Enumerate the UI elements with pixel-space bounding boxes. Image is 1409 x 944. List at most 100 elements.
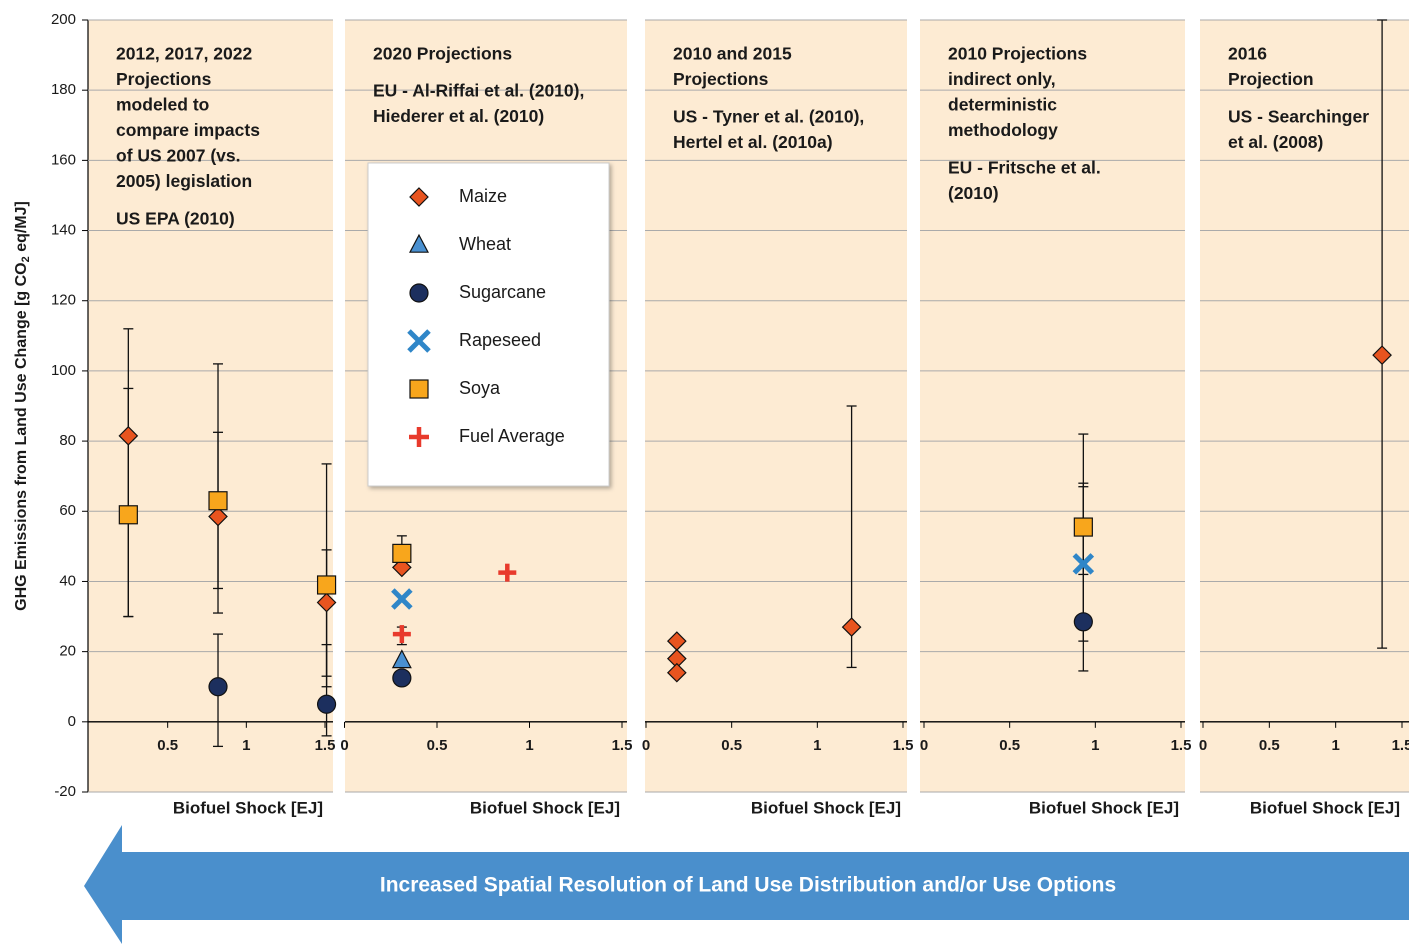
marker-circle [316, 694, 337, 714]
x-tick-label: 1.5 [893, 737, 914, 754]
y-tick-label: 100 [51, 362, 76, 379]
x-tick-label: 1 [525, 737, 533, 754]
marker-diamond [841, 617, 862, 637]
panel-source: (2010) [948, 183, 999, 203]
x-tick-label: 1.5 [1392, 737, 1409, 754]
x-tick-label: 0.5 [721, 737, 742, 754]
x-tick-label: 0.5 [427, 737, 448, 754]
panel-title: modeled to [116, 95, 209, 115]
marker-diamond [208, 506, 228, 527]
legend: Maize Wheat Sugarcane Rapeseed Soya Fuel Aver… [367, 162, 610, 487]
panel-source: et al. (2008) [1228, 132, 1323, 152]
x-tick-label: 1.5 [315, 737, 336, 754]
panel-source: US - Searchinger [1228, 107, 1369, 127]
y-label-sub: 2 [20, 256, 32, 262]
error-bar [1078, 433, 1089, 576]
y-tick-label: 140 [51, 222, 76, 239]
y-tick-label: 20 [59, 643, 76, 660]
marker-cross [1072, 553, 1095, 575]
y-tick-label: 40 [59, 572, 76, 589]
panel-source: EU - Fritsche et al. [948, 158, 1101, 178]
legend-box [367, 162, 610, 487]
panel-title: indirect only, [948, 69, 1056, 89]
legend-label: Maize [459, 186, 507, 206]
panel-title: deterministic [948, 95, 1057, 115]
x-tick-label: 1 [1331, 737, 1339, 754]
panel-title: compare impacts [116, 120, 260, 140]
y-tick-label: 0 [68, 713, 76, 730]
panel-bg [1200, 20, 1409, 792]
panel-source: US - Tyner et al. (2010), [673, 107, 864, 127]
marker-triangle [391, 649, 412, 669]
marker-triangle [409, 233, 429, 253]
y-axis-label: GHG Emissions from Land Use Change [g CO… [13, 201, 32, 611]
marker-cross [391, 588, 413, 610]
legend-label: Soya [459, 378, 501, 398]
marker-square [316, 575, 337, 595]
marker-square [409, 379, 429, 399]
marker-diamond [409, 187, 429, 207]
marker-circle [409, 283, 429, 303]
panel-title: 2010 and 2015 [673, 44, 792, 64]
x-tick-label: 0 [642, 737, 650, 754]
panel-title: 2010 Projections [948, 44, 1087, 64]
arrow-text: Increased Spatial Resolution of Land Use… [380, 874, 1116, 897]
panel-title: of US 2007 (vs. [116, 146, 241, 166]
marker-diamond [1372, 345, 1392, 365]
arrow [84, 825, 1409, 944]
y-tick-label: -20 [54, 783, 76, 800]
panel-source: US EPA (2010) [116, 209, 235, 229]
marker-square [208, 491, 228, 511]
marker-square [118, 505, 138, 525]
marker-square [392, 543, 412, 563]
legend-label: Fuel Average [459, 426, 565, 446]
y-label-part: GHG Emissions from Land Use Change [g CO [13, 262, 30, 611]
x-axis-label: Biofuel Shock [EJ] [751, 798, 901, 817]
panel-bg [645, 20, 907, 792]
marker-plus [409, 427, 429, 447]
y-label-part: eq/MJ] [13, 201, 30, 256]
x-axis-label: Biofuel Shock [EJ] [1029, 798, 1179, 817]
x-tick-label: 0.5 [999, 737, 1020, 754]
x-tick-label: 0 [340, 737, 348, 754]
x-axis-label: Biofuel Shock [EJ] [470, 798, 620, 817]
x-tick-label: 1.5 [1171, 737, 1192, 754]
x-tick-label: 0.5 [157, 737, 178, 754]
y-tick-label: 180 [51, 81, 76, 98]
panel-title: Projections [673, 69, 769, 89]
x-tick-label: 0 [920, 737, 928, 754]
y-tick-label: 160 [51, 151, 76, 168]
y-tick-label: 80 [59, 432, 76, 449]
panel-title: 2005) legislation [116, 171, 252, 191]
legend-label: Rapeseed [459, 330, 541, 350]
marker-diamond [666, 662, 687, 683]
x-tick-label: 1.5 [612, 737, 633, 754]
panel-title: Projection [1228, 69, 1314, 89]
error-bar [1377, 19, 1388, 649]
x-tick-label: 0 [1199, 737, 1207, 754]
marker-diamond [118, 425, 139, 446]
panel-source: Hertel et al. (2010a) [673, 132, 833, 152]
legend-label: Wheat [459, 234, 511, 254]
error-bar [321, 463, 332, 677]
marker-circle [392, 668, 412, 688]
x-tick-label: 1 [242, 737, 250, 754]
x-tick-label: 1 [813, 737, 821, 754]
y-tick-label: 60 [59, 502, 76, 519]
x-axis-label: Biofuel Shock [EJ] [173, 798, 323, 817]
panel-title: 2012, 2017, 2022 [116, 44, 253, 64]
panel-bg [920, 20, 1185, 792]
panel-title: Projections [116, 69, 212, 89]
legend-label: Sugarcane [459, 282, 546, 302]
panel-title: 2020 Projections [373, 44, 512, 64]
marker-diamond [316, 592, 337, 613]
panel-title: 2016 [1228, 44, 1267, 64]
marker-circle [208, 677, 228, 697]
y-tick-label: 120 [51, 292, 76, 309]
panel-title: methodology [948, 120, 1058, 140]
marker-plus [392, 625, 411, 644]
x-axis-label: Biofuel Shock [EJ] [1250, 798, 1400, 817]
panel-source: EU - Al-Riffai et al. (2010), [373, 81, 584, 101]
